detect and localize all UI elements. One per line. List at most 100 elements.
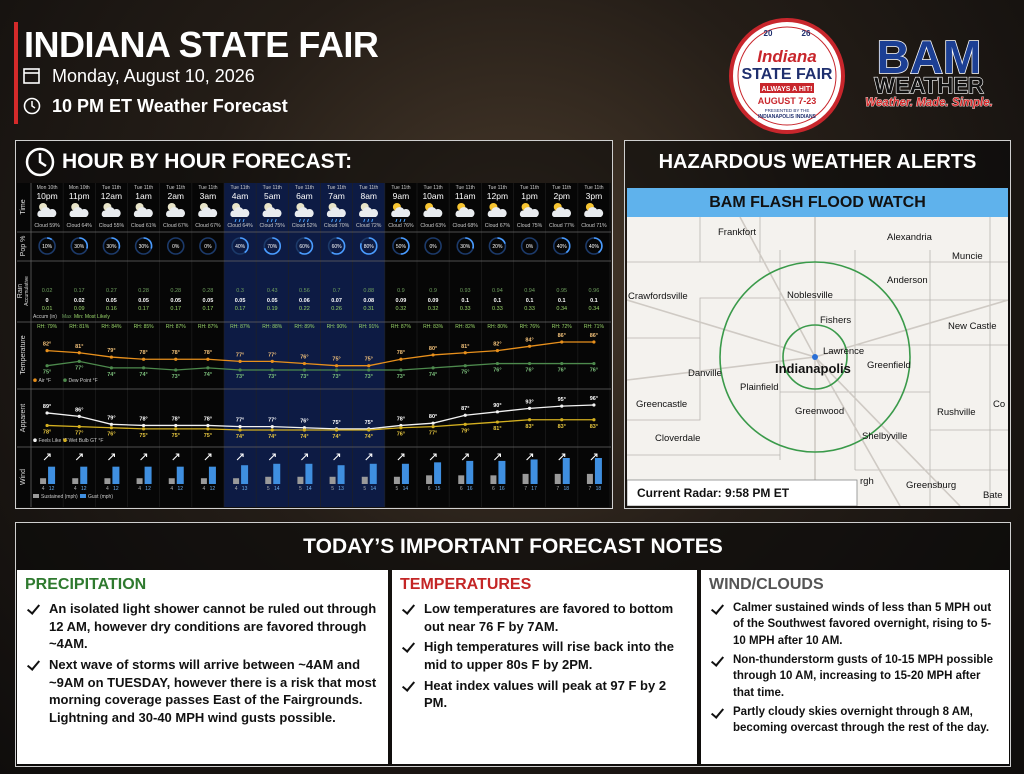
pop-label: 60%: [332, 244, 343, 250]
town-label: Alexandria: [887, 232, 933, 243]
check-icon: [401, 639, 416, 654]
series-point: [334, 364, 339, 368]
calendar-icon: [23, 68, 40, 84]
series-point: [270, 428, 274, 432]
pop-label: 70%: [267, 244, 278, 250]
cloud-cover: Cloud 75%: [260, 223, 286, 229]
gust-bar: [498, 460, 506, 484]
rain-min: 0.08: [363, 298, 374, 304]
day-label: Tue 11th: [488, 185, 507, 191]
series-point: [399, 368, 403, 372]
gust-label: 18: [563, 486, 569, 492]
rain-likely: 0.17: [235, 306, 246, 312]
point-label: 76°: [525, 368, 533, 374]
sustained-label: 5: [363, 486, 366, 492]
cloud-cover: Cloud 61%: [131, 223, 157, 229]
rh-label: RH: 71%: [584, 324, 605, 330]
series-point: [431, 366, 435, 370]
cloud-cover: Cloud 63%: [420, 223, 446, 229]
sustained-bar: [329, 476, 336, 484]
gust-label: 14: [403, 486, 409, 492]
rain-likely: 0.33: [460, 306, 471, 312]
series-point: [141, 423, 146, 428]
cloud-cover: Cloud 76%: [388, 223, 414, 229]
note-bullet: High temperatures will rise back into th…: [400, 638, 687, 673]
cloud-cover: Cloud 67%: [195, 223, 221, 229]
rain-legend: Max: [62, 314, 72, 320]
sustained-label: 6: [428, 486, 431, 492]
sustained-bar: [104, 478, 111, 484]
rain-min: 0.05: [203, 298, 214, 304]
gust-bar: [48, 466, 56, 484]
sustained-label: 4: [138, 486, 141, 492]
logo-text: BAM: [877, 31, 982, 83]
rain-min: 0.1: [526, 298, 534, 304]
wind-arrow: [397, 453, 405, 461]
point-label: 86°: [590, 333, 598, 339]
cloud-icon: [359, 207, 378, 217]
wind-arrow: [236, 453, 244, 461]
pop-label: 30%: [106, 244, 117, 250]
point-label: 74°: [300, 434, 308, 440]
hour-label: 1pm: [521, 191, 538, 201]
series-point: [495, 410, 500, 414]
logo-text: Weather. Made. Simple.: [865, 97, 993, 109]
series-point: [141, 366, 146, 370]
sustained-label: 6: [492, 486, 495, 492]
hour-label: 10am: [422, 191, 443, 201]
day-label: Tue 11th: [520, 185, 539, 191]
point-label: 74°: [268, 434, 276, 440]
town-label: Co: [993, 399, 1005, 410]
fair-logo: [737, 26, 837, 126]
series-point: [206, 366, 210, 370]
point-label: 75°: [365, 357, 373, 363]
subtitle: 10 PM ET Weather Forecast: [52, 96, 288, 116]
legend-label: Air °F: [39, 378, 52, 384]
series-point: [174, 427, 178, 431]
point-label: 78°: [397, 416, 405, 422]
gust-label: 18: [596, 486, 602, 492]
series-point: [463, 422, 467, 426]
pop-arc: [327, 237, 346, 255]
series-point: [45, 423, 49, 428]
series-point: [109, 366, 114, 370]
rh-label: RH: 87%: [391, 324, 412, 330]
town-label: Plainfield: [740, 382, 779, 393]
rain-max: 0.43: [267, 288, 278, 294]
day-label: Tue 11th: [359, 185, 378, 191]
sustained-label: 5: [396, 486, 399, 492]
cloud-cover: Cloud 77%: [549, 223, 575, 229]
day-label: Tue 11th: [263, 185, 282, 191]
rain-max: 0.94: [524, 288, 535, 294]
series-point: [367, 368, 371, 372]
row-label: Rain: [17, 284, 24, 299]
point-label: 76°: [300, 419, 308, 425]
rain-likely: 0.17: [138, 306, 149, 312]
cloud-cover: Cloud 67%: [163, 223, 189, 229]
town-label: Greensburg: [906, 480, 956, 491]
clock-face: [25, 147, 55, 177]
day-label: Mon 10th: [37, 185, 58, 191]
rh-label: RH: 85%: [134, 324, 155, 330]
pop-arc: [102, 237, 121, 255]
watch-ring: [719, 261, 911, 453]
point-label: 73°: [236, 374, 244, 380]
legend-swatch: [33, 438, 37, 443]
gust-label: 13: [242, 486, 248, 492]
gust-label: 15: [435, 486, 441, 492]
cloud-icon: [552, 207, 571, 217]
hour-label: 2pm: [553, 191, 570, 201]
cloud-icon: [166, 207, 185, 217]
series-line: [46, 360, 594, 371]
point-label: 82°: [43, 342, 51, 348]
series-point: [495, 349, 500, 353]
point-label: 78°: [204, 350, 212, 356]
pop-label: 20%: [492, 244, 503, 250]
gust-label: 16: [467, 486, 473, 492]
rain-icon: [363, 218, 374, 223]
rain-max: 0.94: [492, 288, 503, 294]
series-point: [302, 368, 307, 372]
rain-max: 0.93: [460, 288, 471, 294]
pop-label: 0%: [429, 244, 437, 250]
gust-bar: [80, 466, 88, 484]
